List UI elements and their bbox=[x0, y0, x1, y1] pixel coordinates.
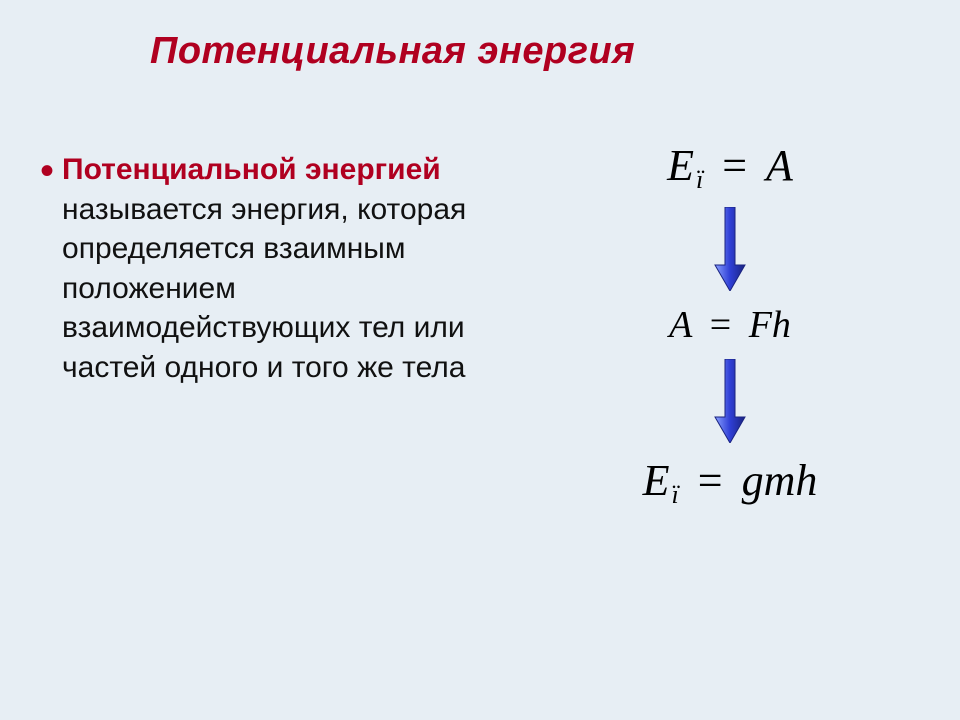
f3-lhs-sub: ї bbox=[670, 480, 679, 509]
f1-lhs-sym: E bbox=[667, 141, 694, 190]
formula-column: Eї = A A = Fh bbox=[560, 140, 900, 510]
f1-eq: = bbox=[714, 141, 755, 190]
f2-lhs: A bbox=[669, 304, 692, 346]
f3-rhs: gmh bbox=[742, 456, 818, 505]
slide-title: Потенциальная энергия bbox=[150, 30, 635, 73]
bullet-row: • Потенциальной энергией называется энер… bbox=[40, 150, 480, 388]
f2-eq: = bbox=[702, 304, 739, 346]
f2-rhs: Fh bbox=[749, 304, 791, 346]
formula-2: A = Fh bbox=[669, 303, 791, 347]
definition-rest: называется энергия, которая определяется… bbox=[62, 193, 466, 384]
definition-lead: Потенциальной энергией bbox=[62, 153, 441, 186]
arrow-2 bbox=[712, 359, 748, 443]
arrow-down-icon bbox=[712, 207, 748, 291]
formula-3: Eї = gmh bbox=[643, 455, 818, 510]
f1-rhs: A bbox=[766, 141, 793, 190]
arrow-down-icon bbox=[712, 359, 748, 443]
bullet-icon: • bbox=[40, 154, 54, 188]
f3-eq: = bbox=[690, 456, 731, 505]
formula-1: Eї = A bbox=[667, 140, 793, 195]
f1-lhs-sub: ї bbox=[694, 165, 703, 194]
definition-text: Потенциальной энергией называется энерги… bbox=[62, 150, 480, 388]
definition-block: • Потенциальной энергией называется энер… bbox=[40, 150, 480, 388]
arrow-1 bbox=[712, 207, 748, 291]
f3-lhs-sym: E bbox=[643, 456, 670, 505]
